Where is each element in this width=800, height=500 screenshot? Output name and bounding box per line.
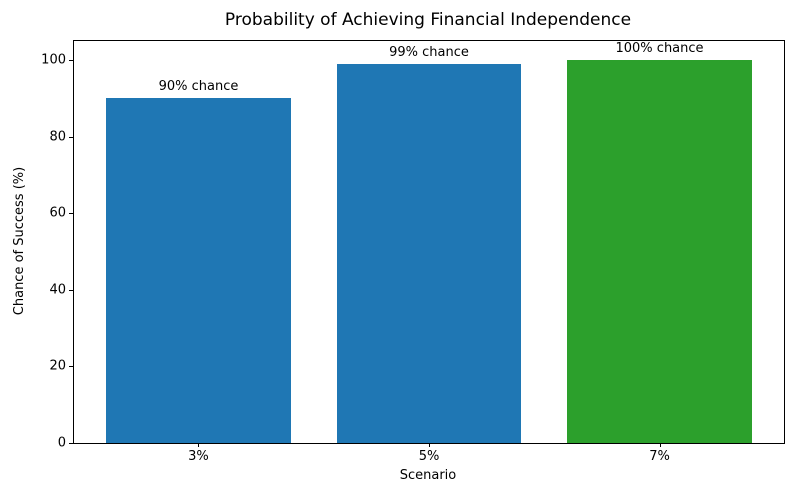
y-axis-label: Chance of Success (%): [12, 166, 27, 316]
y-tick-label: 40: [49, 282, 66, 298]
x-tick-label: 7%: [649, 449, 670, 464]
chart-title: Probability of Achieving Financial Indep…: [224, 10, 632, 30]
bar-5%: [336, 63, 522, 443]
y-tick-label: 60: [49, 205, 66, 221]
y-tick-mark: [69, 60, 73, 62]
bar-value-label: 100% chance: [615, 41, 704, 57]
bar-7%: [567, 60, 752, 443]
bar-3%: [106, 98, 291, 443]
y-tick-label: 0: [57, 435, 66, 451]
x-tick-label: 3%: [188, 449, 209, 464]
y-tick-mark: [69, 366, 73, 368]
x-tick-mark: [659, 443, 661, 447]
x-tick-mark: [429, 443, 430, 447]
x-axis-label: Scenario: [399, 468, 457, 483]
bar-value-label: 90% chance: [158, 79, 239, 95]
x-tick-label: 5%: [418, 449, 440, 464]
y-tick-label: 100: [41, 52, 66, 68]
y-tick-mark: [69, 136, 73, 138]
plot-area: 90% chance 99% chance 100% chance 0 20 40 60 80…: [41, 40, 785, 464]
bar-value-label: 99% chance: [389, 44, 469, 60]
y-tick-mark: [69, 213, 73, 215]
y-tick-label: 80: [49, 129, 66, 145]
y-tick-mark: [69, 443, 73, 444]
y-tick-mark: [69, 289, 73, 291]
y-tick-label: 20: [49, 358, 66, 374]
x-tick-mark: [198, 443, 200, 447]
